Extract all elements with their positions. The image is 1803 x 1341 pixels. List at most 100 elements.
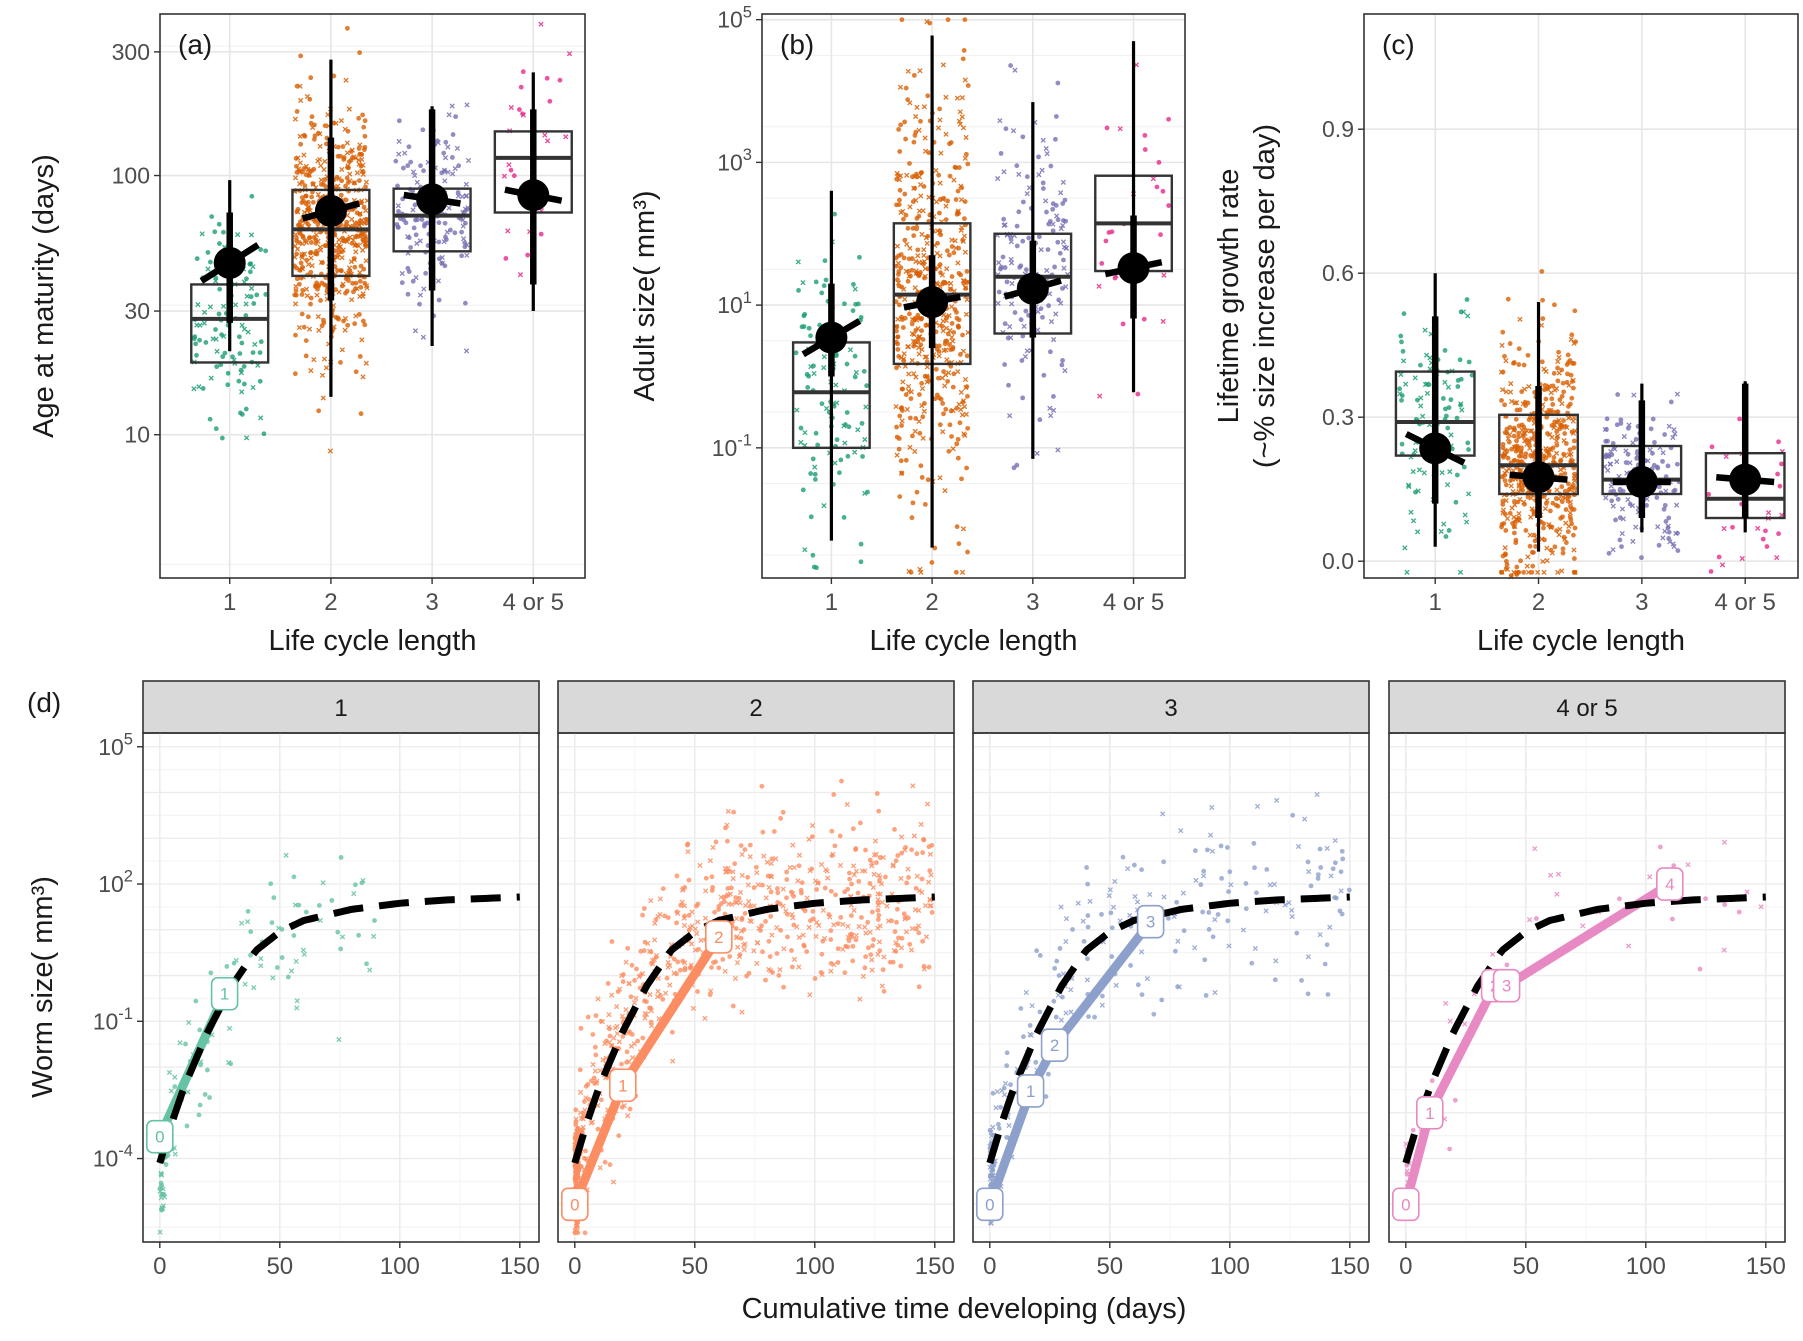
data-point bbox=[1617, 515, 1623, 521]
data-point bbox=[1047, 349, 1053, 355]
x-tick-label: 50 bbox=[681, 1253, 708, 1280]
data-point bbox=[913, 129, 919, 135]
data-point bbox=[960, 56, 966, 62]
data-point bbox=[681, 922, 688, 929]
data-point bbox=[942, 487, 948, 494]
data-point bbox=[1617, 896, 1622, 902]
data-point bbox=[367, 967, 373, 973]
data-point bbox=[1174, 899, 1180, 905]
data-point bbox=[897, 494, 903, 499]
data-point bbox=[1020, 238, 1026, 244]
data-point bbox=[1305, 859, 1311, 865]
data-point bbox=[831, 961, 837, 968]
data-point bbox=[363, 184, 368, 190]
data-point bbox=[1002, 362, 1008, 367]
data-point bbox=[1003, 126, 1009, 132]
y-tick-label: 101 bbox=[717, 288, 752, 318]
data-point bbox=[321, 317, 326, 323]
data-point bbox=[1509, 398, 1515, 405]
data-point bbox=[943, 131, 949, 137]
data-point bbox=[664, 975, 670, 981]
data-point bbox=[908, 396, 914, 401]
data-point bbox=[1040, 314, 1045, 320]
data-point bbox=[1519, 389, 1525, 395]
data-point bbox=[1561, 534, 1567, 540]
data-point bbox=[1716, 554, 1722, 560]
data-point bbox=[838, 914, 844, 920]
data-point bbox=[863, 954, 869, 960]
data-point bbox=[1099, 993, 1105, 999]
data-point bbox=[436, 239, 442, 245]
data-point bbox=[686, 927, 692, 933]
data-point bbox=[735, 944, 741, 950]
data-point bbox=[309, 168, 315, 174]
data-point bbox=[1529, 569, 1535, 575]
data-point bbox=[1322, 961, 1328, 967]
data-point bbox=[823, 867, 829, 873]
data-point bbox=[900, 325, 906, 330]
data-point bbox=[791, 956, 798, 963]
data-point bbox=[1443, 534, 1449, 539]
data-point bbox=[279, 926, 285, 932]
data-point bbox=[1621, 433, 1627, 440]
data-point bbox=[924, 364, 930, 370]
data-point bbox=[1086, 1014, 1091, 1019]
data-point bbox=[912, 448, 918, 455]
data-point bbox=[196, 384, 202, 390]
data-point bbox=[754, 870, 760, 876]
data-point bbox=[1308, 883, 1314, 889]
data-point bbox=[1054, 213, 1060, 219]
data-point bbox=[1464, 297, 1470, 302]
data-point bbox=[836, 470, 842, 476]
data-point bbox=[1736, 909, 1742, 915]
data-point bbox=[922, 135, 928, 141]
data-point bbox=[1439, 470, 1445, 476]
data-point bbox=[303, 201, 309, 207]
data-point bbox=[674, 909, 680, 915]
data-point bbox=[899, 405, 905, 411]
data-point bbox=[1501, 521, 1507, 526]
data-point bbox=[309, 263, 315, 269]
data-point bbox=[961, 233, 968, 239]
data-point bbox=[297, 133, 303, 139]
data-point bbox=[1535, 569, 1541, 575]
data-point bbox=[1445, 425, 1451, 431]
data-point bbox=[410, 207, 416, 213]
data-point bbox=[357, 50, 363, 56]
data-point bbox=[955, 323, 961, 329]
data-point bbox=[961, 398, 967, 404]
data-point bbox=[914, 873, 920, 879]
data-point bbox=[897, 84, 904, 90]
data-point bbox=[158, 1171, 164, 1177]
data-point bbox=[1404, 1168, 1410, 1174]
data-point bbox=[1500, 329, 1506, 335]
data-point bbox=[1499, 398, 1504, 403]
data-point bbox=[1286, 900, 1292, 906]
data-point bbox=[1571, 532, 1576, 538]
data-point bbox=[1521, 362, 1527, 368]
data-point bbox=[771, 829, 777, 834]
data-point bbox=[961, 216, 967, 222]
data-point bbox=[1166, 116, 1171, 122]
data-point bbox=[269, 920, 275, 926]
data-point bbox=[962, 376, 969, 383]
data-point bbox=[1614, 422, 1620, 428]
data-point bbox=[720, 956, 726, 962]
data-point bbox=[595, 1126, 601, 1132]
data-point bbox=[1443, 406, 1448, 412]
facet-strip bbox=[557, 680, 955, 734]
data-point bbox=[1006, 1122, 1012, 1129]
data-point bbox=[1452, 1097, 1458, 1103]
data-point bbox=[869, 957, 875, 963]
data-point bbox=[335, 267, 340, 273]
data-point bbox=[902, 237, 908, 243]
data-point bbox=[1553, 450, 1560, 456]
data-point bbox=[609, 992, 615, 998]
data-point bbox=[1087, 898, 1093, 904]
x-tick-label: 150 bbox=[1746, 1253, 1786, 1280]
data-point bbox=[197, 1027, 203, 1033]
data-point bbox=[822, 258, 828, 264]
data-point bbox=[325, 112, 331, 118]
data-point bbox=[291, 933, 297, 938]
data-point bbox=[939, 375, 946, 381]
